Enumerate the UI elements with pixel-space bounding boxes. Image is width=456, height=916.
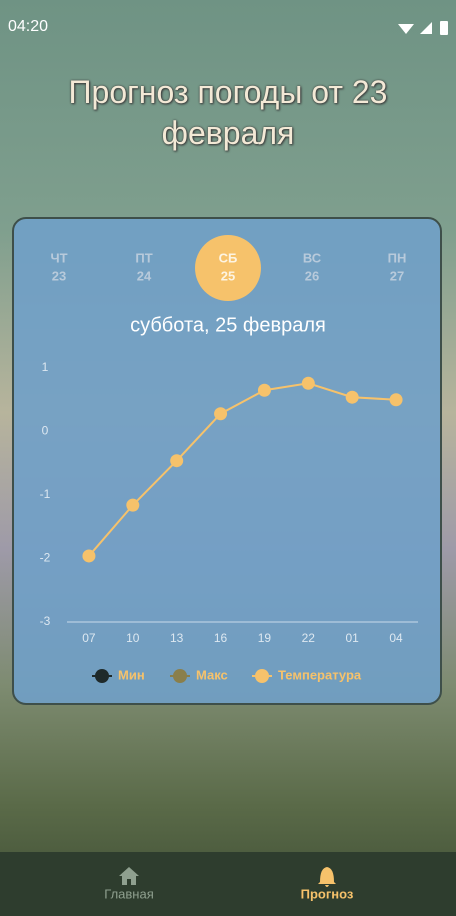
chart-title: суббота, 25 февраля (130, 314, 326, 336)
battery-icon (440, 21, 448, 35)
wifi-icon (398, 24, 414, 34)
series-line (88, 382, 397, 557)
x-tick-label: 01 (346, 631, 360, 645)
legend-label: Температура (278, 667, 362, 682)
nav-label[interactable]: Прогноз (300, 886, 354, 902)
x-tick-label: 07 (82, 631, 96, 645)
data-point (126, 498, 140, 512)
signal-icon (420, 22, 432, 34)
x-tick-label: 19 (258, 631, 272, 645)
tab-date[interactable]: 23 (52, 268, 66, 283)
legend-label: Макс (196, 667, 228, 682)
legend-swatch (173, 669, 187, 683)
y-tick-label: -1 (40, 487, 51, 501)
y-tick-label: 0 (42, 424, 49, 438)
nav-icons (119, 867, 336, 887)
x-tick-label: 22 (302, 631, 316, 645)
tab-day[interactable]: ЧТ (50, 250, 67, 265)
tab-date[interactable]: 24 (137, 268, 152, 283)
tab-day[interactable]: ПТ (135, 250, 152, 265)
tab-day[interactable]: ВС (303, 250, 322, 265)
data-point (82, 549, 96, 563)
x-tick-label: 04 (389, 631, 403, 645)
legend-swatch (255, 669, 269, 683)
tab-date[interactable]: 26 (305, 268, 319, 283)
y-tick-label: -3 (40, 614, 51, 628)
home-icon[interactable] (119, 867, 139, 885)
tab-day[interactable]: ПН (388, 250, 407, 265)
nav-label[interactable]: Главная (104, 886, 154, 902)
y-tick-label: 1 (42, 360, 49, 374)
x-tick-label: 13 (170, 631, 184, 645)
x-tick-label: 16 (214, 631, 228, 645)
bottom-nav: Главная Прогноз (0, 852, 456, 916)
bell-icon[interactable] (318, 867, 336, 887)
status-icons (398, 21, 448, 35)
y-tick-label: -2 (40, 551, 51, 565)
legend-swatch (95, 669, 109, 683)
selected-tab-bg (195, 235, 261, 301)
data-point (389, 393, 403, 407)
data-point (214, 407, 228, 421)
page-title: Прогноз погоды от 23 февраля (68, 74, 388, 151)
data-point (170, 454, 184, 468)
tab-date[interactable]: 27 (390, 268, 404, 283)
chart: суббота, 25 февраля ЧТ 23 ПТ 24 СБ 25 ВС 26 ПН 27… (40, 235, 418, 683)
legend-label: Мин (118, 667, 145, 682)
x-tick-label: 10 (126, 631, 140, 645)
data-point (301, 376, 315, 390)
tab-day[interactable]: СБ (219, 250, 238, 265)
data-point (257, 383, 271, 397)
data-point (345, 390, 359, 404)
tab-date[interactable]: 25 (221, 268, 235, 283)
status-time: 04:20 (8, 18, 49, 35)
